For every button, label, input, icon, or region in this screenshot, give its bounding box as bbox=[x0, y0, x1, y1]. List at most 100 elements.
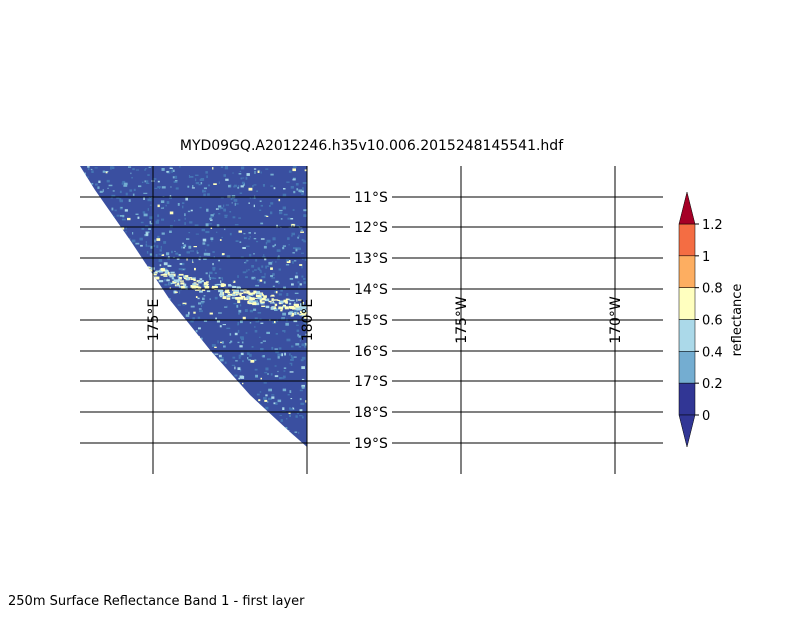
reflectance-pixel bbox=[192, 382, 197, 385]
graticule bbox=[80, 166, 663, 474]
reflectance-pixel bbox=[162, 426, 164, 428]
reflectance-pixel bbox=[185, 197, 188, 201]
reflectance-pixel bbox=[218, 289, 223, 293]
reflectance-pixel bbox=[214, 346, 217, 348]
reflectance-pixel bbox=[222, 293, 225, 297]
reflectance-pixel bbox=[200, 337, 203, 340]
reflectance-pixel bbox=[166, 316, 169, 319]
reflectance-pixel bbox=[229, 342, 232, 344]
reflectance-pixel bbox=[192, 283, 197, 286]
reflectance-pixel bbox=[209, 217, 212, 220]
reflectance-pixel bbox=[197, 413, 202, 417]
reflectance-pixel bbox=[210, 237, 214, 240]
reflectance-pixel bbox=[258, 319, 260, 322]
reflectance-pixel bbox=[214, 353, 219, 355]
reflectance-pixel bbox=[172, 280, 177, 284]
reflectance-pixel bbox=[138, 383, 142, 385]
reflectance-pixel bbox=[248, 296, 252, 300]
reflectance-pixel bbox=[213, 358, 217, 362]
reflectance-pixel bbox=[224, 294, 227, 296]
reflectance-pixel bbox=[133, 188, 136, 191]
reflectance-pixel bbox=[116, 234, 120, 236]
reflectance-pixel bbox=[260, 342, 263, 344]
reflectance-pixel bbox=[186, 362, 191, 365]
reflectance-pixel bbox=[209, 365, 214, 369]
reflectance-pixel bbox=[216, 436, 219, 438]
reflectance-pixel bbox=[270, 267, 273, 270]
reflectance-pixel bbox=[93, 270, 97, 272]
reflectance-pixel bbox=[197, 316, 201, 319]
reflectance-pixel bbox=[200, 178, 205, 181]
reflectance-pixel bbox=[274, 303, 278, 306]
reflectance-pixel bbox=[111, 247, 115, 250]
reflectance-pixel bbox=[133, 313, 136, 315]
reflectance-pixel bbox=[163, 345, 165, 347]
reflectance-pixel bbox=[237, 185, 240, 188]
reflectance-pixel bbox=[290, 315, 294, 317]
reflectance-pixel bbox=[163, 241, 167, 244]
reflectance-pixel bbox=[300, 229, 303, 231]
reflectance-pixel bbox=[147, 374, 150, 377]
reflectance-pixel bbox=[209, 271, 213, 275]
reflectance-pixel bbox=[173, 279, 179, 282]
reflectance-pixel bbox=[189, 392, 193, 396]
reflectance-pixel bbox=[98, 231, 100, 233]
reflectance-pixel bbox=[296, 324, 299, 326]
reflectance-pixel bbox=[270, 173, 274, 176]
reflectance-pixel bbox=[179, 364, 181, 367]
reflectance-pixel bbox=[141, 271, 145, 274]
reflectance-pixel bbox=[215, 392, 218, 395]
reflectance-pixel bbox=[251, 265, 254, 268]
colorbar-over-triangle bbox=[678, 191, 696, 225]
reflectance-pixel bbox=[210, 219, 213, 221]
reflectance-pixel bbox=[183, 368, 185, 370]
reflectance-pixel bbox=[153, 244, 156, 247]
latitude-label: 11°S bbox=[354, 190, 388, 206]
reflectance-pixel bbox=[182, 247, 186, 249]
reflectance-pixel bbox=[220, 341, 222, 344]
reflectance-pixel bbox=[92, 304, 97, 306]
reflectance-pixel bbox=[189, 406, 192, 408]
reflectance-pixel bbox=[201, 228, 205, 232]
reflectance-pixel bbox=[85, 366, 89, 370]
reflectance-pixel bbox=[221, 283, 225, 285]
reflectance-pixel bbox=[204, 348, 207, 351]
reflectance-pixel bbox=[234, 184, 237, 187]
reflectance-pixel bbox=[173, 351, 176, 353]
reflectance-pixel bbox=[91, 312, 95, 316]
reflectance-pixel bbox=[117, 305, 121, 308]
reflectance-pixel bbox=[148, 406, 151, 409]
reflectance-pixel bbox=[219, 325, 222, 328]
reflectance-pixel bbox=[260, 238, 265, 240]
reflectance-pixel bbox=[269, 205, 271, 207]
reflectance-pixel bbox=[240, 320, 243, 324]
reflectance-pixel bbox=[237, 341, 240, 344]
reflectance-pixel bbox=[164, 269, 168, 271]
reflectance-pixel bbox=[91, 170, 94, 173]
reflectance-pixel bbox=[212, 251, 215, 253]
reflectance-pixel bbox=[277, 299, 280, 301]
reflectance-pixel bbox=[264, 257, 267, 261]
reflectance-pixel bbox=[100, 297, 102, 299]
reflectance-pixel bbox=[138, 185, 142, 188]
reflectance-pixel bbox=[295, 343, 300, 346]
reflectance-pixel bbox=[214, 284, 217, 286]
reflectance-pixel bbox=[251, 276, 256, 280]
reflectance-pixel bbox=[180, 280, 184, 282]
reflectance-pixel bbox=[241, 403, 245, 406]
reflectance-pixel bbox=[124, 357, 128, 359]
reflectance-pixel bbox=[169, 402, 172, 406]
reflectance-pixel bbox=[155, 292, 159, 295]
reflectance-pixel bbox=[168, 351, 170, 354]
reflectance-pixel bbox=[178, 413, 180, 417]
reflectance-pixel bbox=[89, 211, 94, 214]
reflectance-pixel bbox=[178, 219, 181, 221]
colorbar-band bbox=[678, 255, 696, 288]
reflectance-pixel bbox=[226, 305, 228, 308]
reflectance-pixel bbox=[292, 209, 295, 211]
footer-caption: 250m Surface Reflectance Band 1 - first … bbox=[8, 594, 305, 609]
reflectance-pixel bbox=[125, 227, 127, 230]
reflectance-pixel bbox=[126, 351, 131, 354]
reflectance-pixel bbox=[283, 367, 287, 369]
reflectance-pixel bbox=[236, 304, 239, 308]
